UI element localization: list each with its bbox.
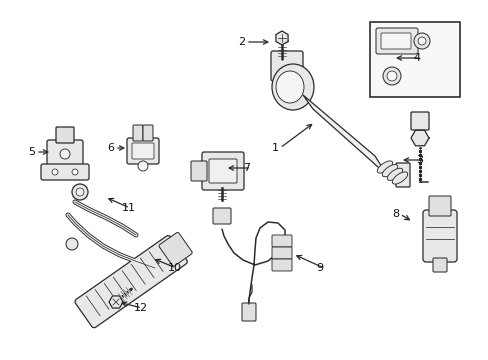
FancyBboxPatch shape (56, 127, 74, 143)
Ellipse shape (382, 165, 397, 177)
FancyBboxPatch shape (422, 210, 456, 262)
Text: 10: 10 (168, 263, 182, 273)
FancyBboxPatch shape (202, 152, 244, 190)
Circle shape (66, 238, 78, 250)
Circle shape (52, 169, 58, 175)
FancyBboxPatch shape (159, 233, 192, 266)
FancyBboxPatch shape (271, 235, 291, 247)
Bar (369, 22, 459, 97)
FancyBboxPatch shape (271, 259, 291, 271)
FancyBboxPatch shape (41, 164, 89, 180)
Ellipse shape (377, 161, 392, 173)
FancyBboxPatch shape (213, 208, 230, 224)
Circle shape (386, 71, 396, 81)
Circle shape (76, 188, 84, 196)
FancyBboxPatch shape (47, 140, 83, 168)
FancyBboxPatch shape (428, 196, 450, 216)
FancyBboxPatch shape (208, 159, 237, 183)
Polygon shape (410, 130, 428, 146)
Polygon shape (109, 296, 123, 308)
Circle shape (382, 67, 400, 85)
Text: 2: 2 (238, 37, 244, 47)
FancyBboxPatch shape (75, 235, 187, 328)
Ellipse shape (386, 168, 402, 180)
Text: 11: 11 (122, 203, 136, 213)
Ellipse shape (391, 172, 407, 184)
FancyBboxPatch shape (133, 125, 142, 141)
Polygon shape (303, 95, 386, 175)
FancyBboxPatch shape (395, 163, 409, 187)
FancyBboxPatch shape (127, 138, 159, 164)
FancyBboxPatch shape (132, 143, 154, 159)
Circle shape (60, 149, 70, 159)
FancyBboxPatch shape (271, 247, 291, 259)
FancyBboxPatch shape (380, 33, 410, 49)
Circle shape (72, 184, 88, 200)
Text: 7: 7 (243, 163, 250, 173)
Circle shape (72, 169, 78, 175)
Circle shape (417, 37, 425, 45)
Text: 8: 8 (391, 209, 398, 219)
FancyBboxPatch shape (242, 303, 256, 321)
Text: 6: 6 (107, 143, 114, 153)
Text: 12: 12 (134, 303, 148, 313)
FancyBboxPatch shape (270, 51, 303, 81)
Text: 1: 1 (271, 143, 279, 153)
FancyBboxPatch shape (432, 258, 446, 272)
Text: 9: 9 (315, 263, 323, 273)
FancyBboxPatch shape (142, 125, 153, 141)
FancyBboxPatch shape (191, 161, 206, 181)
Text: 4: 4 (412, 53, 419, 63)
Circle shape (413, 33, 429, 49)
Ellipse shape (275, 71, 304, 103)
Text: 3: 3 (415, 155, 422, 165)
Ellipse shape (271, 64, 313, 110)
FancyBboxPatch shape (410, 112, 428, 130)
Polygon shape (275, 31, 287, 45)
Text: 5: 5 (28, 147, 35, 157)
FancyBboxPatch shape (375, 28, 417, 54)
Circle shape (138, 161, 148, 171)
